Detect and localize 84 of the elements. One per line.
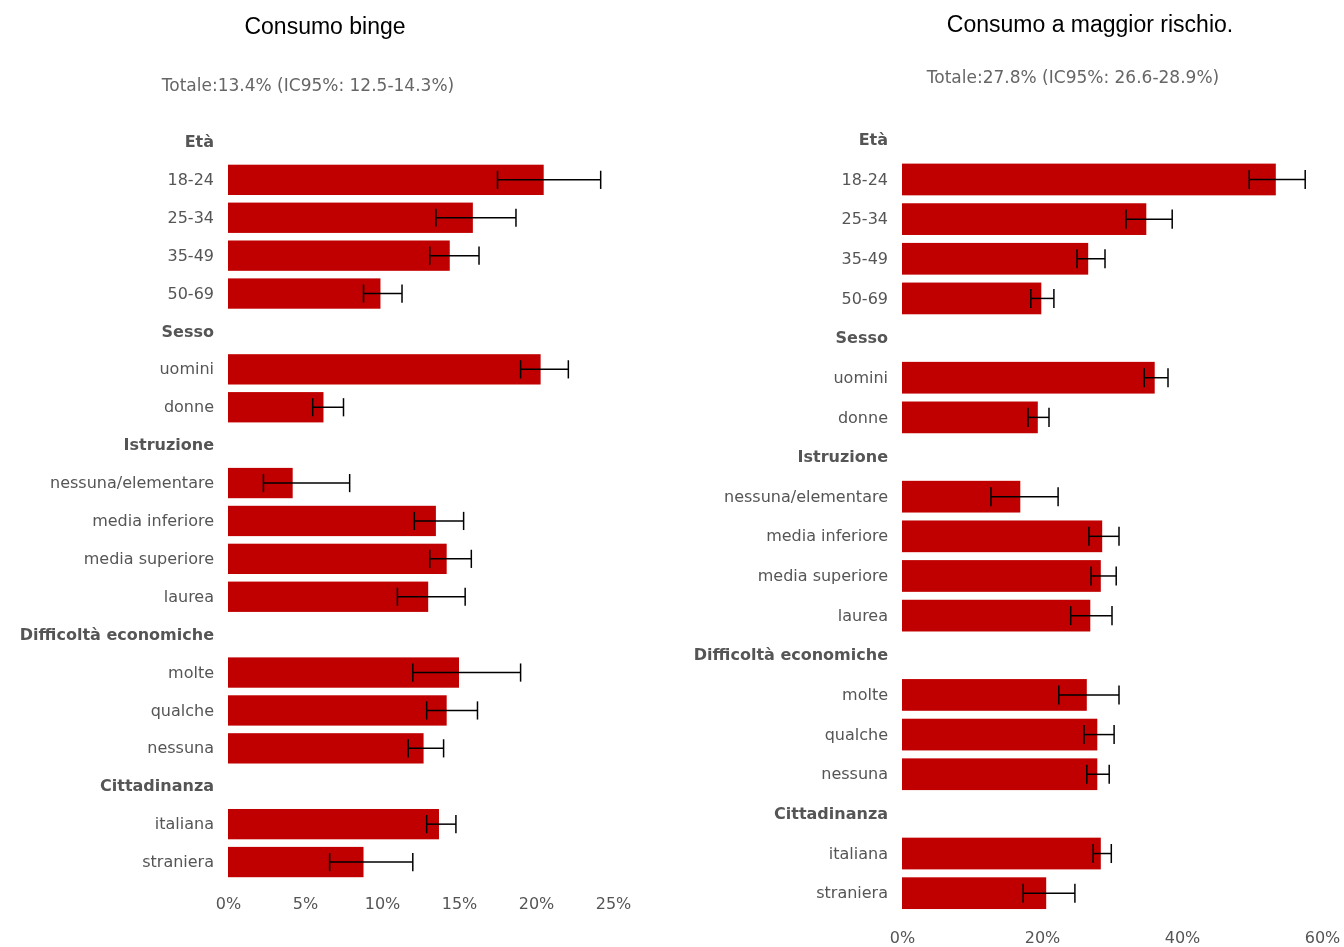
- y-tick-label: italiana: [828, 843, 888, 863]
- bar: [902, 877, 1047, 910]
- y-tick-label: Istruzione: [123, 435, 215, 455]
- y-tick-label: media superiore: [83, 548, 214, 568]
- y-tick-label: 35-49: [167, 245, 214, 265]
- y-tick-label: 18-24: [167, 169, 214, 189]
- x-tick-label: 20%: [1024, 928, 1061, 947]
- y-tick-label: media inferiore: [766, 526, 888, 546]
- y-tick-label: 25-34: [841, 209, 888, 229]
- y-tick-label: donne: [163, 397, 214, 417]
- y-tick-label: Difficoltà economiche: [19, 624, 215, 644]
- y-tick-label: italiana: [154, 814, 214, 834]
- bar: [902, 163, 1276, 196]
- bar: [228, 543, 447, 575]
- chart-subtitle: Totale:27.8% (IC95%: 26.6-28.9%): [925, 67, 1220, 87]
- bar: [228, 505, 436, 537]
- x-tick-label: 0%: [889, 928, 916, 947]
- y-tick-label: laurea: [837, 605, 888, 625]
- y-tick-label: Difficoltà economiche: [693, 645, 889, 665]
- x-tick-label: 25%: [595, 894, 632, 914]
- y-tick-label: 25-34: [167, 207, 214, 227]
- y-tick-label: Istruzione: [797, 447, 889, 467]
- bar: [902, 758, 1098, 791]
- bar: [902, 718, 1098, 751]
- y-tick-label: molte: [168, 662, 214, 682]
- y-tick-label: 50-69: [167, 283, 214, 303]
- y-tick-label: nessuna: [821, 764, 888, 784]
- bar: [902, 361, 1155, 394]
- bar: [902, 242, 1089, 275]
- x-tick-label: 10%: [364, 894, 401, 914]
- y-tick-label: Cittadinanza: [100, 776, 214, 796]
- x-tick-label: 20%: [518, 894, 555, 914]
- bar: [228, 202, 473, 233]
- bar: [228, 733, 424, 764]
- bar: [228, 467, 293, 499]
- bar: [902, 520, 1103, 553]
- bar: [902, 599, 1091, 632]
- bar: [902, 282, 1042, 315]
- chart-subtitle: Totale:13.4% (IC95%: 12.5-14.3%): [160, 75, 455, 95]
- y-tick-label: molte: [842, 685, 888, 705]
- y-tick-label: 18-24: [841, 169, 888, 189]
- chart-title: Consumo binge: [244, 13, 406, 39]
- y-tick-label: laurea: [163, 586, 214, 606]
- x-tick-label: 40%: [1164, 928, 1201, 947]
- bar: [228, 808, 439, 840]
- y-tick-label: media superiore: [757, 566, 888, 586]
- y-tick-label: donne: [837, 407, 888, 427]
- y-tick-label: Età: [858, 129, 888, 149]
- bar: [902, 203, 1147, 235]
- x-tick-label: 0%: [215, 894, 242, 914]
- y-tick-label: straniera: [142, 852, 214, 872]
- bar: [902, 560, 1101, 592]
- bar: [228, 278, 381, 309]
- bar: [228, 657, 459, 688]
- y-tick-label: nessuna/elementare: [50, 473, 214, 493]
- bar: [228, 354, 541, 385]
- y-tick-label: straniera: [816, 883, 888, 903]
- y-tick-label: qualche: [824, 724, 888, 744]
- bar: [228, 581, 429, 612]
- bar: [228, 240, 450, 271]
- y-tick-label: Età: [184, 132, 214, 152]
- y-tick-label: Sesso: [161, 321, 214, 341]
- y-tick-label: Sesso: [835, 328, 888, 348]
- x-tick-label: 60%: [1304, 928, 1341, 947]
- bar: [228, 695, 447, 726]
- y-tick-label: 35-49: [841, 248, 888, 268]
- x-tick-label: 15%: [441, 894, 478, 914]
- bar: [902, 679, 1087, 711]
- y-tick-label: media inferiore: [92, 511, 214, 531]
- x-tick-label: 5%: [292, 894, 319, 914]
- bar: [228, 846, 364, 878]
- bar: [228, 164, 544, 196]
- bar: [228, 392, 324, 423]
- y-tick-label: 50-69: [841, 288, 888, 308]
- y-tick-label: nessuna/elementare: [724, 486, 888, 506]
- y-tick-label: uomini: [159, 359, 214, 379]
- bar: [902, 480, 1021, 513]
- y-tick-label: qualche: [150, 700, 214, 720]
- y-tick-label: Cittadinanza: [774, 803, 888, 823]
- chart-title: Consumo a maggior rischio.: [946, 11, 1234, 37]
- bar: [902, 401, 1038, 434]
- y-tick-label: uomini: [833, 367, 888, 387]
- y-tick-label: nessuna: [147, 738, 214, 758]
- bar: [902, 837, 1101, 870]
